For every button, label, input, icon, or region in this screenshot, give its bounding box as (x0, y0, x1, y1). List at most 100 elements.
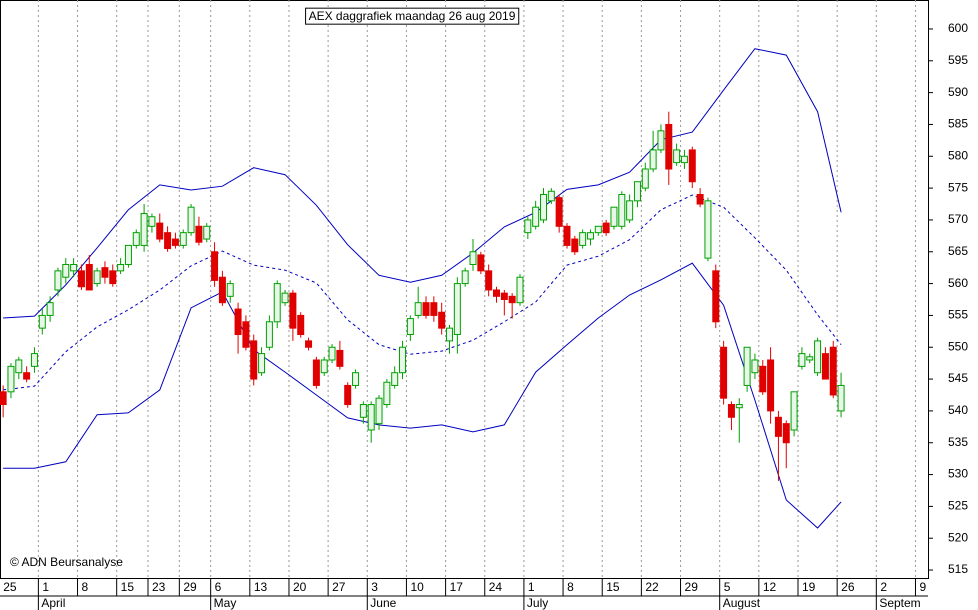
candle-body (187, 206, 195, 234)
x-tick-label: 22 (645, 580, 659, 594)
candle-body (790, 391, 798, 431)
candle-body (195, 225, 203, 243)
x-tick-label: 13 (254, 580, 268, 594)
marks (0, 48, 845, 529)
candle-body (305, 340, 313, 348)
x-tick-label: 25 (3, 580, 17, 594)
x-tick-label: 8 (567, 580, 574, 594)
x-tick-label: 12 (763, 580, 777, 594)
candle-body (422, 302, 430, 316)
month-label: June (370, 596, 396, 610)
candle-body (179, 232, 187, 246)
y-tick-label: 540 (948, 403, 968, 417)
candle-body (743, 346, 751, 386)
candle-body (140, 213, 148, 246)
candle-body (265, 321, 273, 348)
candle-body (508, 295, 516, 304)
grid (37, 0, 916, 578)
candle-body (383, 381, 391, 406)
candle-body (352, 372, 360, 386)
candle-body (586, 232, 594, 240)
candle-body (391, 372, 399, 386)
candle-body (477, 254, 485, 272)
candle-body (23, 372, 31, 380)
y-tick-label: 565 (948, 244, 968, 258)
month-label: Septem (879, 596, 920, 610)
candle-body (806, 356, 814, 361)
x-tick-label: 20 (293, 580, 307, 594)
y-tick-label: 545 (948, 371, 968, 385)
candle-body (563, 225, 571, 246)
candle-body (93, 270, 101, 285)
candle-body (727, 404, 735, 418)
candle-body (446, 327, 454, 342)
x-tick-label: 17 (450, 580, 464, 594)
candle-body (485, 270, 493, 291)
candle-body (77, 270, 85, 288)
candle-body (258, 353, 266, 374)
candle-body (0, 391, 7, 406)
candle-body (289, 292, 297, 329)
candle-body (250, 340, 258, 380)
x-tick-label: 8 (82, 580, 89, 594)
x-tick-label: 15 (606, 580, 620, 594)
candle-body (70, 263, 78, 272)
candle-body (85, 263, 93, 291)
candle-body (774, 416, 782, 437)
candle-body (62, 263, 70, 278)
x-tick-label: 1 (42, 580, 49, 594)
candle-body (767, 359, 775, 412)
candle-body (297, 314, 305, 336)
candle-body (633, 181, 641, 202)
candle-body (203, 225, 211, 240)
candle-body (211, 251, 219, 281)
month-label: May (214, 596, 237, 610)
plot-frame (0, 0, 929, 579)
candle-body (524, 219, 532, 234)
x-tick-label: 24 (489, 580, 503, 594)
candle-body (148, 216, 156, 227)
x-tick-label: 29 (183, 580, 197, 594)
candle-body (46, 302, 54, 316)
candle-body (344, 384, 352, 406)
y-tick-label: 520 (948, 530, 968, 544)
y-tick-label: 590 (948, 85, 968, 99)
candle-body (117, 263, 125, 272)
y-tick-label: 555 (948, 308, 968, 322)
y-tick-label: 585 (948, 117, 968, 131)
candle-body (814, 340, 822, 374)
y-tick-label: 530 (948, 467, 968, 481)
candle-body (414, 302, 422, 316)
candle-body (720, 346, 728, 399)
chart-title: AEX daggrafiek maandag 26 aug 2019 (309, 9, 516, 23)
y-tick-label: 535 (948, 435, 968, 449)
x-tick-label: 1 (528, 580, 535, 594)
candle-body (234, 308, 242, 336)
x-tick-label: 26 (841, 580, 855, 594)
candle-body (579, 232, 587, 246)
candle-body (735, 404, 743, 409)
candle-body (124, 244, 132, 265)
y-tick-label: 575 (948, 180, 968, 194)
candle-body (109, 270, 117, 285)
x-tick-label: 3 (371, 580, 378, 594)
y-tick-label: 515 (948, 562, 968, 576)
candle-body (164, 232, 172, 250)
candle-body (336, 349, 344, 367)
candle-body (829, 346, 837, 396)
candle-body (798, 353, 806, 367)
candle-body (641, 168, 649, 189)
candle-body (399, 346, 407, 374)
candle-body (367, 404, 375, 431)
candle-body (673, 149, 681, 164)
candle-body (312, 359, 320, 386)
x-tick-label: 10 (410, 580, 424, 594)
candle-body (132, 232, 140, 246)
candle-body (704, 200, 712, 259)
candle-body (649, 149, 657, 170)
candle-body (328, 346, 336, 361)
candle-body (696, 193, 704, 205)
candle-body (516, 276, 524, 304)
candle-body (500, 292, 508, 301)
y-tick-label: 525 (948, 499, 968, 513)
